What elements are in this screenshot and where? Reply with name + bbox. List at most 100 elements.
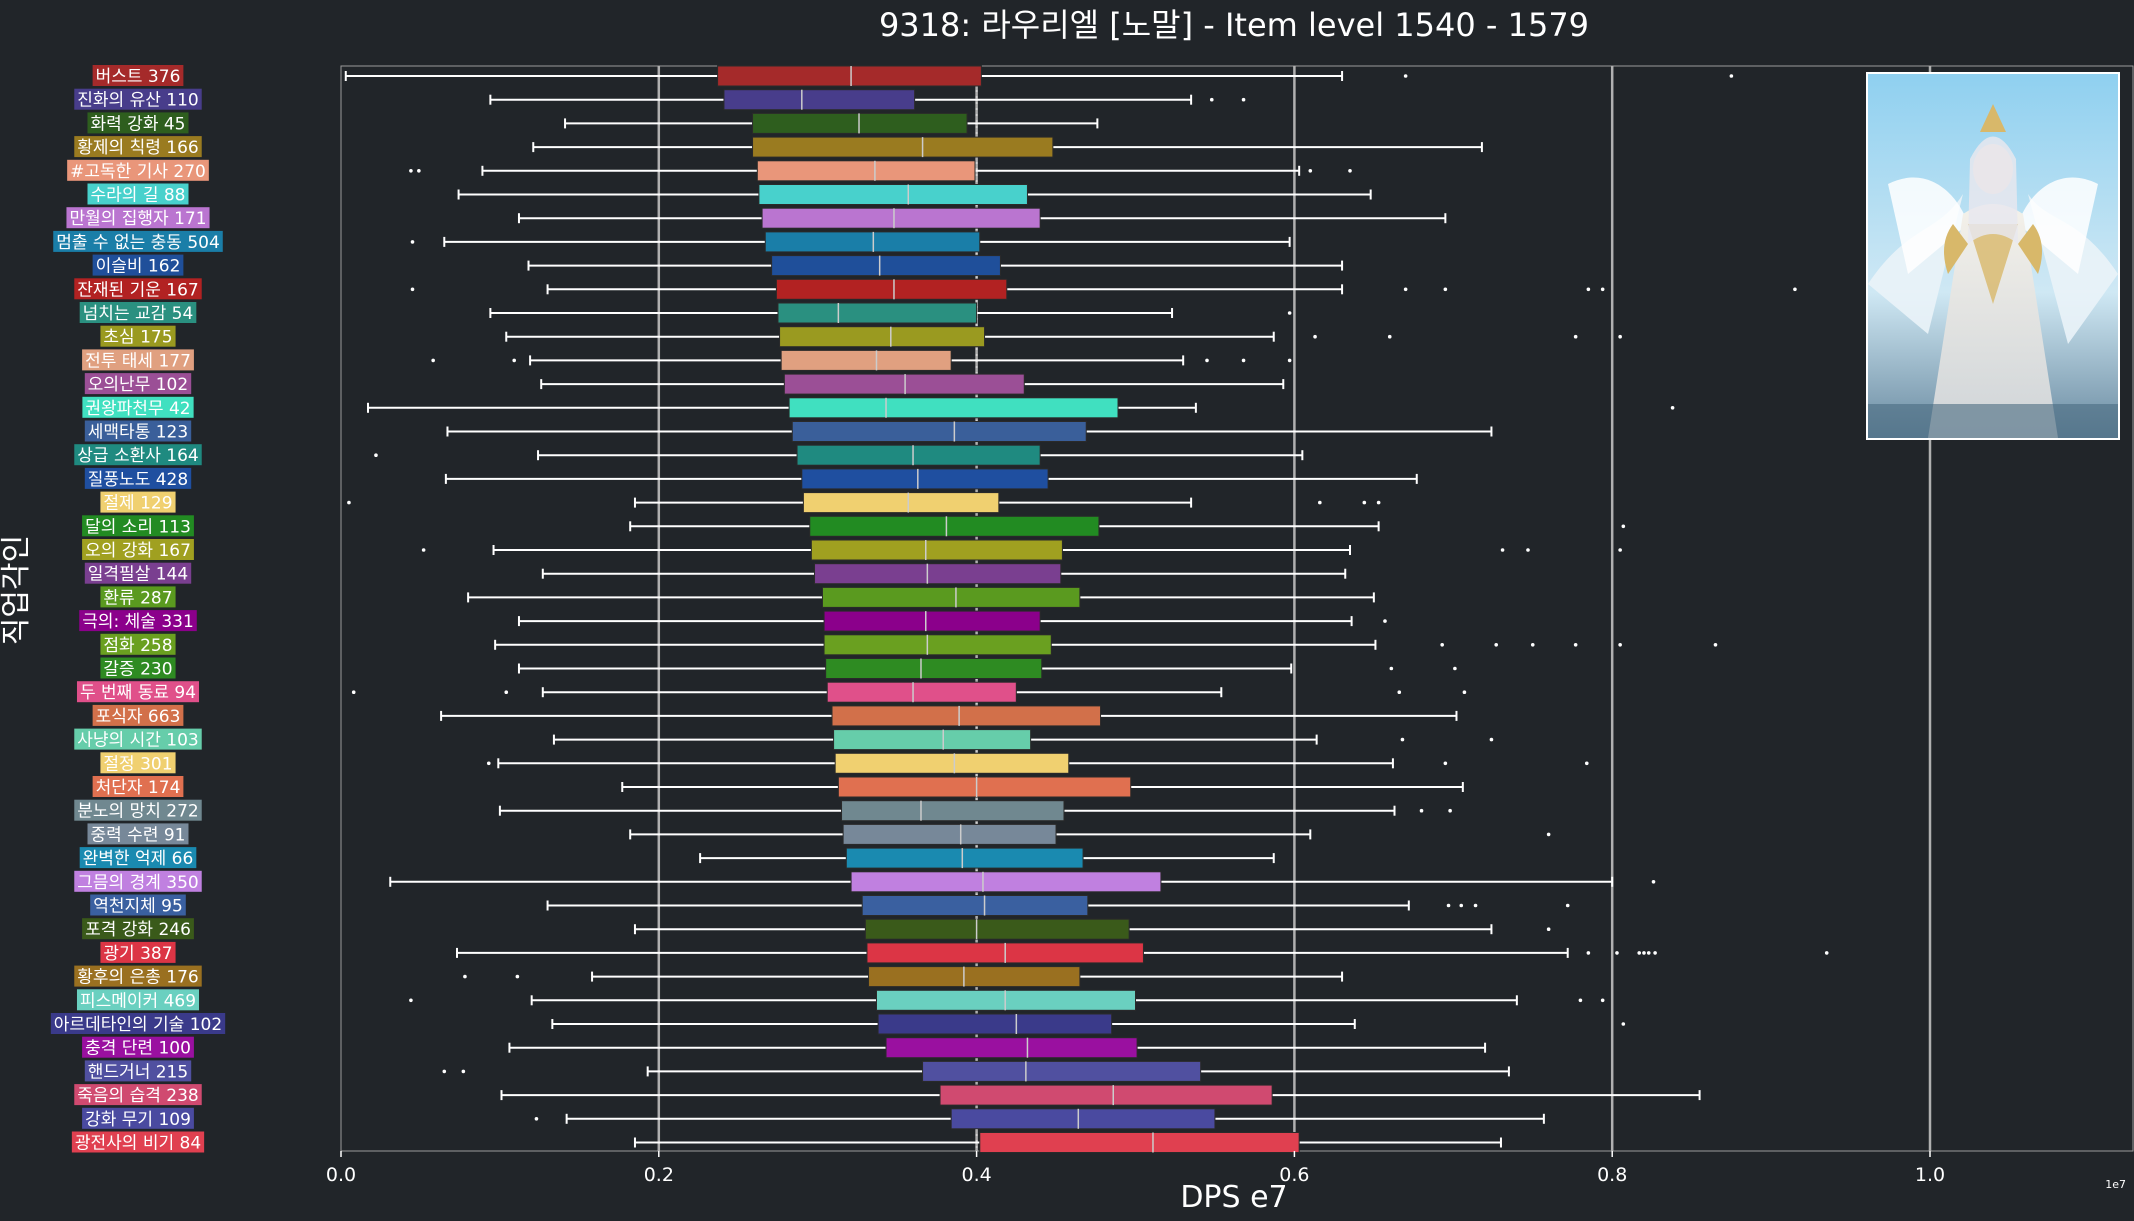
category-label: 피스메이커 469: [80, 991, 196, 1011]
outlier-point: [1530, 643, 1535, 647]
category-label-bg: [84, 467, 192, 489]
chart-title: 9318: 라우리엘 [노말] - Item level 1540 - 1579: [879, 6, 1589, 44]
outlier-point: [1651, 880, 1656, 884]
box-series: [633, 918, 1551, 940]
iqr-box: [809, 515, 1100, 537]
outlier-point: [1618, 548, 1622, 552]
category-label-bg: [84, 1060, 192, 1082]
outlier-point: [1824, 951, 1829, 955]
outlier-point: [1526, 548, 1530, 552]
category-label-bg: [92, 776, 184, 797]
iqr-box: [834, 752, 1070, 774]
box-series: [621, 776, 1464, 798]
outlier-point: [1389, 666, 1394, 671]
iqr-box: [756, 160, 976, 182]
category-label: 죽음의 습격 238: [77, 1086, 198, 1106]
box-series: [409, 989, 1605, 1011]
box-series: [410, 231, 1291, 253]
outlier-point: [410, 240, 415, 244]
outlier-point: [1440, 643, 1444, 647]
category-label: #고독한 기사 270: [70, 162, 206, 182]
category-label-bg: [84, 562, 192, 584]
box-series: [409, 160, 1352, 182]
iqr-box: [775, 278, 1008, 300]
outlier-point: [1403, 287, 1408, 292]
box-series: [457, 184, 1372, 205]
box-series: [351, 681, 1467, 703]
category-label: 이슬비 162: [96, 257, 181, 277]
iqr-box: [758, 184, 1028, 205]
iqr-box: [979, 1132, 1300, 1153]
outlier-point: [1670, 406, 1675, 410]
outlier-point: [421, 548, 426, 552]
x-tick-label: 0.6: [1279, 1164, 1309, 1186]
category-labels: 버스트 376 진화의 유산 110 화력 강화 45 황제의 칙령 166 #고독한 …: [50, 65, 226, 1154]
box-series: [431, 349, 1292, 371]
box-series: [347, 492, 1381, 514]
outlier-point: [534, 1117, 539, 1121]
category-label-bg: [67, 159, 209, 181]
category-label-bg: [82, 1036, 194, 1058]
category-label: 중력 수련 91: [91, 825, 186, 845]
category-label-bg: [74, 88, 202, 110]
category-label: 극의: 체술 331: [82, 612, 194, 632]
category-label: 포격 강화 246: [85, 920, 191, 940]
category-label-bg: [74, 799, 202, 821]
box-series: [421, 539, 1622, 561]
category-label: 아르데타인의 기술 102: [54, 1015, 222, 1035]
iqr-box: [821, 586, 1081, 608]
iqr-box: [796, 444, 1041, 466]
outlier-point: [1318, 500, 1322, 505]
outlier-point: [1348, 169, 1352, 173]
outlier-point: [1489, 737, 1494, 742]
category-label-bg: [74, 136, 202, 158]
box-series: [534, 1108, 1545, 1130]
iqr-box: [831, 705, 1102, 727]
box-series: [540, 373, 1285, 395]
x-axis-title: DPS e7: [1180, 1180, 1287, 1215]
box-series: [552, 729, 1494, 751]
category-label-bg: [79, 610, 197, 632]
category-label: 강화 무기 109: [85, 1110, 191, 1130]
category-label-bg: [82, 918, 194, 940]
box-series: [489, 302, 1292, 324]
category-label: 절정 301: [103, 754, 172, 774]
box-series: [410, 278, 1797, 300]
category-label: 절제 129: [103, 494, 172, 514]
outlier-point: [1453, 666, 1457, 671]
box-series: [699, 847, 1275, 869]
outlier-point: [409, 998, 413, 1003]
category-label-bg: [92, 254, 184, 276]
outlier-point: [486, 761, 491, 766]
x-tick-label: 0.8: [1597, 1164, 1627, 1186]
outlier-point: [1729, 74, 1734, 78]
iqr-box: [841, 800, 1065, 822]
outlier-point: [1383, 619, 1387, 623]
iqr-box: [864, 918, 1130, 940]
outlier-point: [1578, 998, 1583, 1003]
category-label-bg: [82, 515, 194, 537]
box-series: [489, 89, 1246, 111]
iqr-box: [752, 136, 1054, 158]
grid-layer: [340, 65, 2134, 1152]
outlier-point: [1473, 903, 1478, 908]
box-series: [517, 610, 1387, 632]
outlier-point: [1459, 903, 1464, 908]
box-series: [527, 255, 1344, 277]
outlier-point: [1621, 1022, 1626, 1026]
category-label-bg: [74, 444, 202, 466]
category-label: 진화의 유산 110: [77, 91, 198, 111]
x-axis: 0.0 0.2 0.4 0.6 0.8 1.0: [326, 1151, 1945, 1186]
box-series: [546, 895, 1570, 916]
category-label: 만월의 집행자 171: [69, 209, 206, 229]
outlier-point: [409, 169, 413, 173]
category-label: 달의 소리 113: [85, 517, 191, 537]
outlier-point: [1600, 287, 1605, 292]
iqr-box: [845, 847, 1084, 869]
outlier-point: [1376, 500, 1381, 505]
iqr-box: [861, 895, 1089, 916]
outlier-point: [1387, 334, 1392, 339]
outlier-point: [1443, 287, 1448, 292]
box-series: [440, 705, 1458, 727]
category-label-bg: [92, 65, 184, 86]
